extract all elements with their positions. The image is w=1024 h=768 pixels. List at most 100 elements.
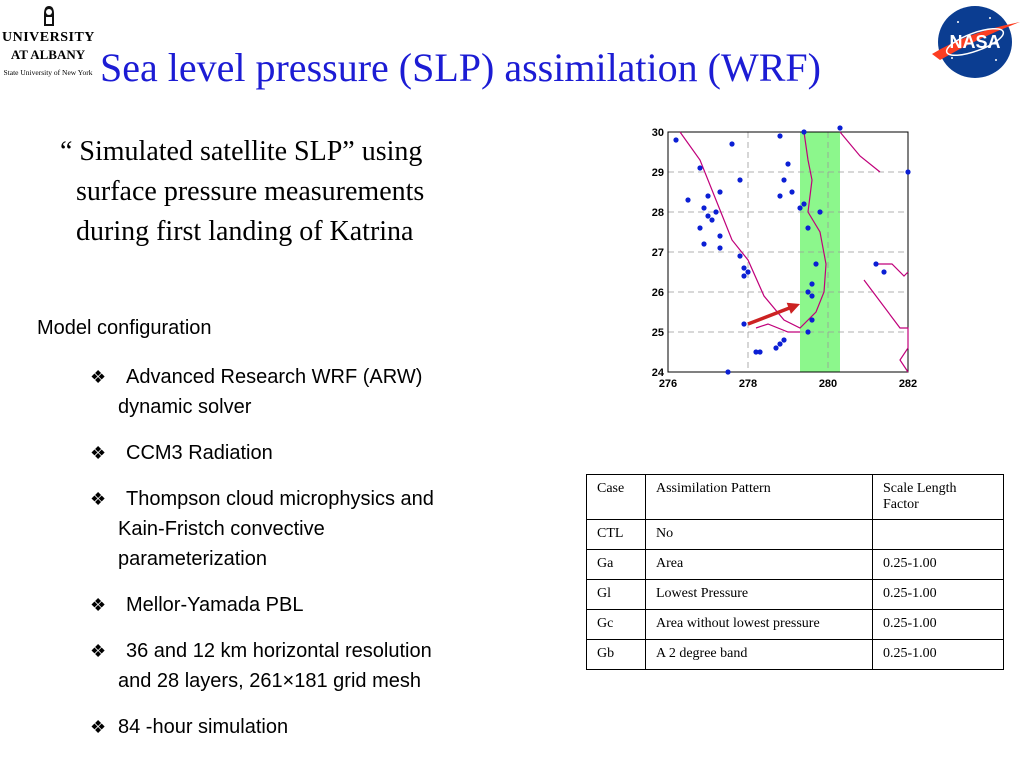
hurricane-track-line xyxy=(679,131,827,329)
station-point xyxy=(805,225,811,231)
station-point xyxy=(805,289,811,295)
station-point xyxy=(773,345,779,351)
table-row: CTL No xyxy=(586,519,1004,550)
station-point xyxy=(777,193,783,199)
station-point xyxy=(753,349,759,355)
table-cell: Gl xyxy=(586,579,646,610)
station-point xyxy=(745,269,751,275)
table-cell: A 2 degree band xyxy=(645,639,873,670)
diamond-bullet-icon: ❖ xyxy=(90,489,107,509)
y-tick-label: 27 xyxy=(652,247,664,259)
track-segment-line xyxy=(839,131,881,173)
list-item-line: Thompson cloud microphysics and xyxy=(126,488,434,510)
y-tick-label: 26 xyxy=(652,287,664,299)
station-point xyxy=(905,169,911,175)
table-cell: 0.25-1.00 xyxy=(872,549,1004,580)
station-point xyxy=(781,177,787,183)
table-cell: Lowest Pressure xyxy=(645,579,873,610)
station-point xyxy=(873,261,879,267)
diamond-bullet-icon: ❖ xyxy=(90,443,107,463)
table-cell: CTL xyxy=(586,519,646,550)
list-item: ❖ 84 -hour simulation xyxy=(90,712,540,742)
station-point xyxy=(789,189,795,195)
list-item-line: CCM3 Radiation xyxy=(126,442,273,464)
coastline-line xyxy=(755,323,800,333)
track-segment-line xyxy=(876,263,909,277)
y-tick-label: 28 xyxy=(652,207,664,219)
table-cell: Ga xyxy=(586,549,646,580)
slp-station-map-chart: 276 278 280 282 24 25 26 27 28 29 30 xyxy=(652,125,917,390)
station-point xyxy=(741,321,747,327)
arrow-head xyxy=(786,302,800,314)
list-item-line: Kain-Fristch convective xyxy=(118,518,325,540)
list-item-line: Mellor-Yamada PBL xyxy=(126,594,304,616)
list-item: ❖ CCM3 Radiation xyxy=(90,438,540,468)
table-cell: Gc xyxy=(586,609,646,640)
list-item: ❖ Advanced Research WRF (ARW) dynamic so… xyxy=(90,362,540,422)
assimilation-table: Case Assimilation Pattern Scale Length F… xyxy=(586,474,1004,670)
station-point xyxy=(813,261,819,267)
list-item: ❖ Thompson cloud microphysics and Kain-F… xyxy=(90,484,540,574)
y-tick-label: 29 xyxy=(652,167,664,179)
station-point xyxy=(741,273,747,279)
station-point xyxy=(729,141,735,147)
quote-block: “ Simulated satellite SLP” using surface… xyxy=(60,132,530,252)
station-point xyxy=(809,317,815,323)
y-tick-label: 30 xyxy=(652,127,664,139)
diamond-bullet-icon: ❖ xyxy=(90,367,107,387)
university-at-albany-logo: UNIVERSITY AT ALBANY State University of… xyxy=(2,2,94,82)
logo-suny-text: State University of New York xyxy=(3,68,93,77)
station-point xyxy=(809,293,815,299)
config-list: ❖ Advanced Research WRF (ARW) dynamic so… xyxy=(90,362,540,758)
minerva-seal-icon xyxy=(44,6,54,26)
station-point xyxy=(797,205,803,211)
station-point xyxy=(837,125,843,131)
table-row: Gc Area without lowest pressure 0.25-1.0… xyxy=(586,609,1004,640)
station-point xyxy=(713,209,719,215)
station-point xyxy=(717,233,723,239)
station-point xyxy=(717,245,723,251)
assimilation-table-container: Case Assimilation Pattern Scale Length F… xyxy=(586,474,1004,670)
diamond-bullet-icon: ❖ xyxy=(90,717,107,737)
quote-line-2: surface pressure measurements xyxy=(76,176,425,207)
station-point xyxy=(705,193,711,199)
diamond-bullet-icon: ❖ xyxy=(90,595,107,615)
quote-line-3: during first landing of Katrina xyxy=(76,216,414,247)
table-cell: No xyxy=(645,519,873,550)
coastline-line xyxy=(863,279,909,373)
x-tick-label: 278 xyxy=(739,378,757,390)
table-header-row: Case Assimilation Pattern Scale Length F… xyxy=(586,474,1004,520)
diamond-bullet-icon: ❖ xyxy=(90,641,107,661)
station-point xyxy=(737,253,743,259)
station-point xyxy=(809,281,815,287)
station-point xyxy=(777,341,783,347)
table-row: Gl Lowest Pressure 0.25-1.00 xyxy=(586,579,1004,610)
table-cell: Area without lowest pressure xyxy=(645,609,873,640)
table-cell: 0.25-1.00 xyxy=(872,579,1004,610)
table-header-cell: Scale Length Factor xyxy=(872,474,1004,520)
station-point xyxy=(673,137,679,143)
table-header-cell: Case xyxy=(586,474,646,520)
table-row: Gb A 2 degree band 0.25-1.00 xyxy=(586,639,1004,670)
table-cell: Gb xyxy=(586,639,646,670)
station-point xyxy=(817,209,823,215)
table-row: Ga Area 0.25-1.00 xyxy=(586,549,1004,580)
station-point xyxy=(805,329,811,335)
list-item-line: dynamic solver xyxy=(118,396,252,418)
list-item: ❖ Mellor-Yamada PBL xyxy=(90,590,540,620)
station-point xyxy=(701,241,707,247)
station-point xyxy=(741,265,747,271)
list-item-line: 36 and 12 km horizontal resolution xyxy=(126,640,432,662)
station-point xyxy=(757,349,763,355)
table-cell: 0.25-1.00 xyxy=(872,609,1004,640)
x-tick-label: 276 xyxy=(659,378,677,390)
table-header-cell: Assimilation Pattern xyxy=(645,474,873,520)
quote-line-1: “ Simulated satellite SLP” using xyxy=(60,136,423,167)
station-point xyxy=(801,201,807,207)
station-point xyxy=(785,161,791,167)
station-point xyxy=(717,189,723,195)
list-item-line: parameterization xyxy=(118,548,267,570)
arrow-line xyxy=(747,305,793,326)
plot-frame xyxy=(667,131,909,373)
station-point xyxy=(701,205,707,211)
